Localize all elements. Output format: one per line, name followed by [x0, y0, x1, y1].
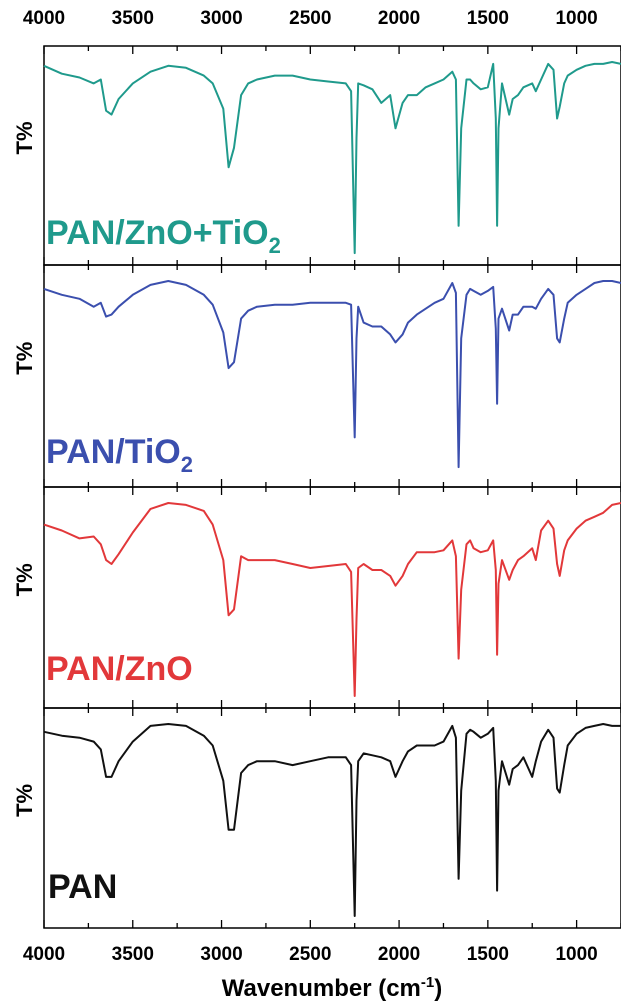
series-line [43, 723, 621, 917]
top-tick-label: 2500 [289, 8, 331, 29]
top-tick-label: 4000 [23, 8, 65, 29]
y-axis-label: T% [12, 784, 37, 817]
top-tick-label: 1000 [555, 8, 597, 29]
panel-frame [43, 707, 621, 929]
bottom-tick-label: 3500 [112, 944, 154, 965]
panel: T% PAN/ZnO+TiO2 [12, 45, 621, 266]
bottom-tick-label: 3000 [200, 944, 242, 965]
series-label: PAN/ZnO+TiO2 [46, 214, 281, 258]
bottom-tick-label: 1000 [555, 944, 597, 965]
x-axis-label: Wavenumber (cm-1) [222, 974, 443, 1002]
top-tick-label: 1500 [467, 8, 509, 29]
y-axis-label: T% [12, 563, 37, 596]
series-label: PAN/ZnO [46, 650, 193, 688]
series-label: PAN [48, 868, 117, 906]
series-line [43, 280, 621, 469]
series-label: PAN/TiO2 [46, 433, 193, 477]
series-line [43, 61, 621, 255]
bottom-tick-labels: 4000 3500 3000 2500 2000 1500 1000 [23, 944, 598, 965]
bottom-tick-label: 2000 [378, 944, 420, 965]
top-tick-label: 2000 [378, 8, 420, 29]
top-tick-label: 3500 [112, 8, 154, 29]
bottom-tick-label: 2500 [289, 944, 331, 965]
panel: T% PAN [12, 707, 621, 929]
bottom-tick-label: 1500 [467, 944, 509, 965]
y-axis-label: T% [12, 342, 37, 375]
top-tick-labels: 4000 3500 3000 2500 2000 1500 1000 [23, 8, 598, 29]
series-line [43, 502, 621, 697]
spectra-panels: T% PAN/ZnO+TiO2 T% PAN/TiO2 T% PAN/ZnO T% PAN [12, 45, 621, 929]
panel: T% PAN/ZnO [12, 486, 621, 709]
y-axis-label: T% [12, 121, 37, 154]
bottom-tick-label: 4000 [23, 944, 65, 965]
top-tick-label: 3000 [200, 8, 242, 29]
panel: T% PAN/TiO2 [12, 264, 621, 488]
